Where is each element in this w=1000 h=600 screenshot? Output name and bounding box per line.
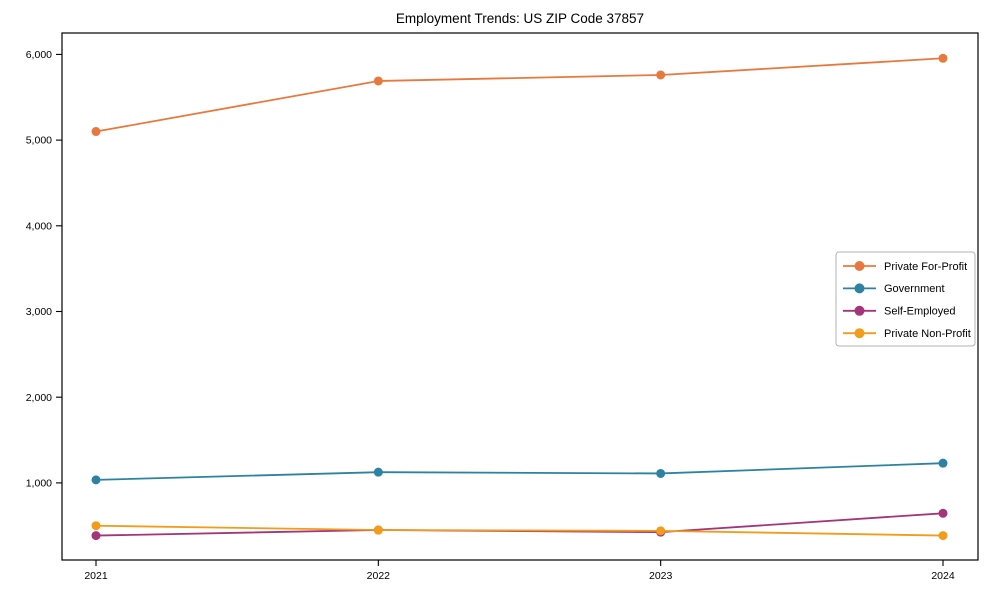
plot-frame (61, 32, 979, 561)
data-point-self-employed-2021 (91, 531, 101, 541)
legend-label-self-employed: Self-Employed (884, 306, 956, 318)
legend: Private For-Profit Government Self-Employe… (835, 251, 976, 347)
series-line-government (95, 462, 944, 481)
data-point-government-2023 (656, 468, 666, 478)
data-point-government-2022 (373, 467, 383, 477)
legend-label-private-for-profit: Private For-Profit (884, 261, 967, 273)
series-layer (91, 53, 948, 541)
data-point-government-2024 (938, 458, 948, 468)
y-tick-label: 4,000 (26, 220, 52, 232)
data-point-private-for-profit-2023 (656, 70, 666, 80)
series-line-private-for-profit (95, 57, 944, 133)
axes-layer: 1,000 2,000 3,000 4,000 5,000 6,000 2021 2022 20… (26, 32, 979, 582)
data-point-private-for-profit-2022 (373, 76, 383, 86)
legend-label-government: Government (884, 283, 945, 295)
series-line-self-employed (95, 512, 944, 537)
data-point-self-employed-2024 (938, 508, 948, 518)
y-tick-label: 6,000 (26, 49, 52, 61)
y-tick-label: 1,000 (26, 477, 52, 489)
y-tick-label: 3,000 (26, 306, 52, 318)
series-line-private-non-profit (95, 524, 944, 537)
legend-marker-private-non-profit (854, 328, 865, 339)
y-tick-label: 5,000 (26, 135, 52, 147)
data-point-private-non-profit-2022 (373, 525, 383, 535)
x-tick-label: 2024 (931, 570, 955, 582)
legend-box (835, 251, 976, 347)
data-point-private-for-profit-2021 (91, 127, 101, 137)
data-point-private-non-profit-2023 (656, 526, 666, 536)
data-point-private-non-profit-2021 (91, 521, 101, 531)
x-tick-label: 2021 (84, 570, 108, 582)
chart-title: Employment Trends: US ZIP Code 37857 (396, 11, 644, 26)
legend-marker-private-for-profit (854, 261, 865, 271)
legend-label-private-non-profit: Private Non-Profit (884, 328, 971, 340)
y-tick-label: 2,000 (26, 392, 52, 404)
data-point-private-for-profit-2024 (938, 53, 948, 63)
x-tick-label: 2023 (649, 570, 673, 582)
data-point-government-2021 (91, 475, 101, 485)
legend-marker-government (854, 283, 865, 294)
x-tick-label: 2022 (367, 570, 391, 582)
legend-marker-self-employed (854, 305, 865, 316)
data-point-private-non-profit-2024 (938, 531, 948, 541)
